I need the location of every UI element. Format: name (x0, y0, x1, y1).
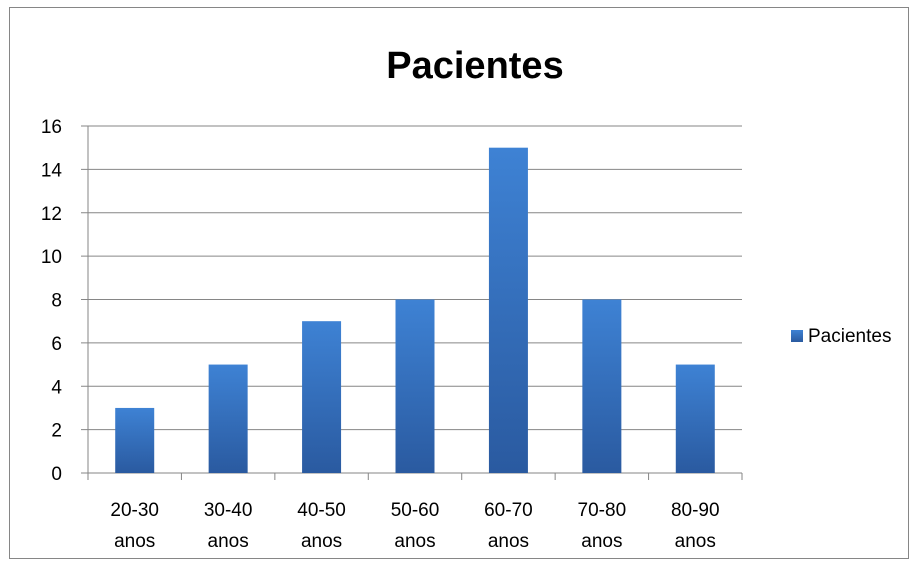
y-tick-label: 6 (51, 334, 62, 355)
bar-chart: Pacientes 0 2 4 6 8 10 12 14 16 20-30 anos 30-40 ano… (41, 45, 892, 552)
x-tick-label: anos (675, 531, 716, 552)
x-tick-label: anos (394, 531, 435, 552)
x-tick-label: anos (208, 531, 249, 552)
x-tick-label: 70-80 (578, 500, 627, 521)
y-tick-label: 4 (51, 377, 62, 398)
y-tick-label: 16 (41, 117, 62, 138)
bars (115, 147, 715, 473)
legend-label: Pacientes (808, 326, 891, 347)
y-tick-label: 2 (51, 421, 62, 442)
y-tick-label: 0 (51, 464, 62, 485)
axes (81, 125, 743, 480)
bar (302, 321, 342, 473)
axis-labels: 0 2 4 6 8 10 12 14 16 20-30 anos 30-40 anos 40-50 anos… (41, 117, 720, 552)
legend-swatch (791, 330, 803, 342)
y-tick-label: 10 (41, 247, 62, 268)
x-tick-label: 60-70 (484, 500, 533, 521)
bar (675, 364, 715, 473)
x-tick-label: anos (488, 531, 529, 552)
bar (208, 364, 248, 473)
x-tick-label: 30-40 (204, 500, 253, 521)
x-tick-label: 20-30 (110, 500, 159, 521)
legend: Pacientes (791, 326, 891, 347)
x-tick-label: anos (581, 531, 622, 552)
bar (582, 299, 622, 473)
x-tick-label: anos (114, 531, 155, 552)
x-tick-label: 50-60 (391, 500, 440, 521)
x-tick-label: 40-50 (297, 500, 346, 521)
chart-title: Pacientes (386, 45, 563, 87)
x-tick-label: anos (301, 531, 342, 552)
bar (115, 407, 155, 473)
bar (488, 147, 528, 473)
y-tick-label: 14 (41, 160, 63, 181)
x-tick-label: 80-90 (671, 500, 720, 521)
y-tick-label: 8 (51, 291, 62, 312)
bar (395, 299, 435, 473)
chart-frame: Pacientes 0 2 4 6 8 10 12 14 16 20-30 anos 30-40 ano… (9, 7, 909, 559)
y-tick-label: 12 (41, 204, 62, 225)
